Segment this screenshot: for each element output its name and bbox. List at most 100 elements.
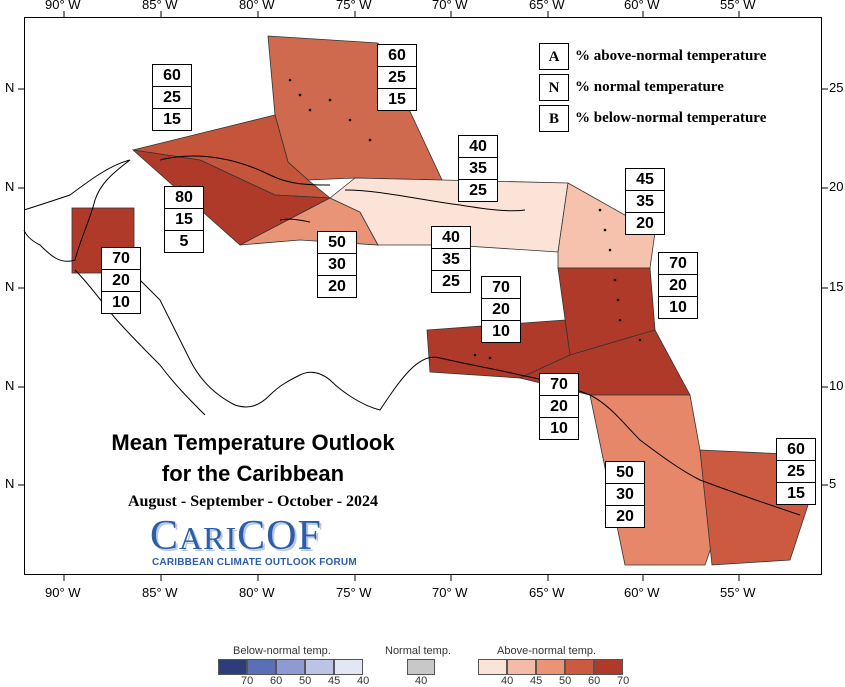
logo-part: COF — [237, 513, 322, 559]
bottom-lon-label: 65° W — [529, 585, 565, 600]
normal-value: 20 — [102, 270, 140, 292]
legend-text: % normal temperature — [575, 79, 724, 95]
below-value: 25 — [442, 273, 460, 290]
legend-row-below: B % below-normal temperature — [539, 103, 807, 134]
abn-box-turks-caicos: 40 35 25 — [458, 135, 498, 202]
legend-text: % below-normal temperature — [575, 110, 767, 126]
left-lat-label: N — [5, 179, 15, 194]
logo-part: ARI — [179, 520, 238, 556]
colorbar-tick-below: 70 — [241, 675, 254, 687]
below-value: 10 — [550, 420, 568, 437]
legend-row-above: A % above-normal temperature — [539, 41, 807, 72]
islands — [288, 78, 642, 360]
below-value: 10 — [492, 323, 510, 340]
bottom-lon-label: 75° W — [336, 585, 372, 600]
top-lon-label: 85° W — [142, 0, 178, 12]
legend-row-normal: N % normal temperature — [539, 72, 807, 103]
normal-value: 20 — [540, 396, 578, 418]
colorbar-swatch-below — [247, 659, 276, 675]
left-lat-label: N — [5, 378, 15, 393]
left-lat-label: N — [5, 80, 15, 95]
colorbar-tick-below: 45 — [328, 675, 341, 687]
logo-part: C — [150, 513, 180, 559]
top-lon-label: 60° W — [624, 0, 660, 12]
below-value: 10 — [112, 294, 130, 311]
right-lat-label: 10 — [829, 378, 844, 393]
above-value: 40 — [432, 227, 470, 249]
abn-box-cayman-jamaica: 80 15 5 — [164, 186, 204, 253]
above-value: 70 — [102, 248, 140, 270]
above-value: 60 — [378, 45, 416, 67]
bottom-lon-label: 85° W — [142, 585, 178, 600]
abn-box-jamaica-south: 50 30 20 — [317, 231, 357, 298]
legend-letter: N — [539, 74, 569, 101]
colorbar-swatch-above — [565, 659, 594, 675]
map-title-line1: Mean Temperature Outlook — [111, 430, 395, 455]
top-lon-label: 70° W — [432, 0, 468, 12]
colorbar-swatch-normal — [407, 659, 435, 675]
below-value: 15 — [787, 485, 805, 502]
bottom-lon-label: 90° W — [45, 585, 81, 600]
caricof-logo: CARICOF — [150, 512, 322, 560]
abn-box-windward: 70 20 10 — [658, 252, 698, 319]
above-value: 70 — [482, 277, 520, 299]
colorbar-swatch-above — [507, 659, 536, 675]
below-value: 20 — [636, 215, 654, 232]
normal-value: 35 — [459, 158, 497, 180]
colorbar-swatch-below — [334, 659, 363, 675]
below-value: 25 — [469, 182, 487, 199]
colorbar-swatch-above — [536, 659, 565, 675]
bottom-lon-label: 60° W — [624, 585, 660, 600]
caricof-tagline: CARIBBEAN CLIMATE OUTLOOK FORUM — [152, 557, 357, 568]
colorbar-swatch-below — [276, 659, 305, 675]
below-value: 15 — [163, 111, 181, 128]
colorbar-tick-above: 60 — [588, 675, 601, 687]
normal-value: 25 — [378, 67, 416, 89]
top-lon-label: 75° W — [336, 0, 372, 12]
bottom-lon-label: 80° W — [239, 585, 275, 600]
abn-box-bahamas: 60 25 15 — [377, 44, 417, 111]
colorbar-tick-below: 40 — [357, 675, 370, 687]
abn-box-trinidad: 70 20 10 — [539, 373, 579, 440]
top-lon-label: 55° W — [720, 0, 756, 12]
colorbar-swatch-below — [218, 659, 247, 675]
normal-value: 25 — [153, 87, 191, 109]
top-lon-label: 80° W — [239, 0, 275, 12]
bottom-lon-label: 70° W — [432, 585, 468, 600]
axis-ticks — [18, 11, 828, 581]
above-value: 50 — [606, 462, 644, 484]
top-lon-label: 65° W — [529, 0, 565, 12]
left-lat-label: N — [5, 279, 15, 294]
normal-value: 30 — [606, 484, 644, 506]
right-lat-label: 5 — [829, 476, 837, 491]
colorbar-above-label: Above-normal temp. — [497, 645, 597, 657]
below-value: 20 — [616, 508, 634, 525]
above-value: 45 — [626, 169, 664, 191]
colorbar-tick-below: 50 — [299, 675, 312, 687]
colorbar-tick-above: 45 — [530, 675, 543, 687]
abn-box-leeward: 45 35 20 — [625, 168, 665, 235]
abn-legend: A % above-normal temperature N % normal … — [539, 41, 807, 134]
above-value: 70 — [540, 374, 578, 396]
legend-text: % above-normal temperature — [575, 48, 767, 64]
abn-box-guyana: 50 30 20 — [605, 461, 645, 528]
colorbar-tick-normal: 40 — [415, 675, 428, 687]
above-value: 70 — [659, 253, 697, 275]
normal-value: 15 — [165, 209, 203, 231]
colorbar-normal-label: Normal temp. — [385, 645, 452, 657]
colorbar-swatch-above — [594, 659, 623, 675]
above-value: 80 — [165, 187, 203, 209]
colorbar-swatch-above — [478, 659, 507, 675]
normal-value: 35 — [626, 191, 664, 213]
map-title-line2: for the Caribbean — [161, 461, 345, 486]
below-value: 15 — [388, 91, 406, 108]
legend-letter: B — [539, 105, 569, 132]
colorbar-below-label: Below-normal temp. — [233, 645, 331, 657]
below-value: 20 — [328, 278, 346, 295]
abn-box-suriname: 60 25 15 — [776, 438, 816, 505]
normal-value: 30 — [318, 254, 356, 276]
above-value: 40 — [459, 136, 497, 158]
normal-value: 20 — [482, 299, 520, 321]
map-period: August - September - October - 2024 — [127, 493, 379, 510]
map-frame — [24, 17, 822, 575]
